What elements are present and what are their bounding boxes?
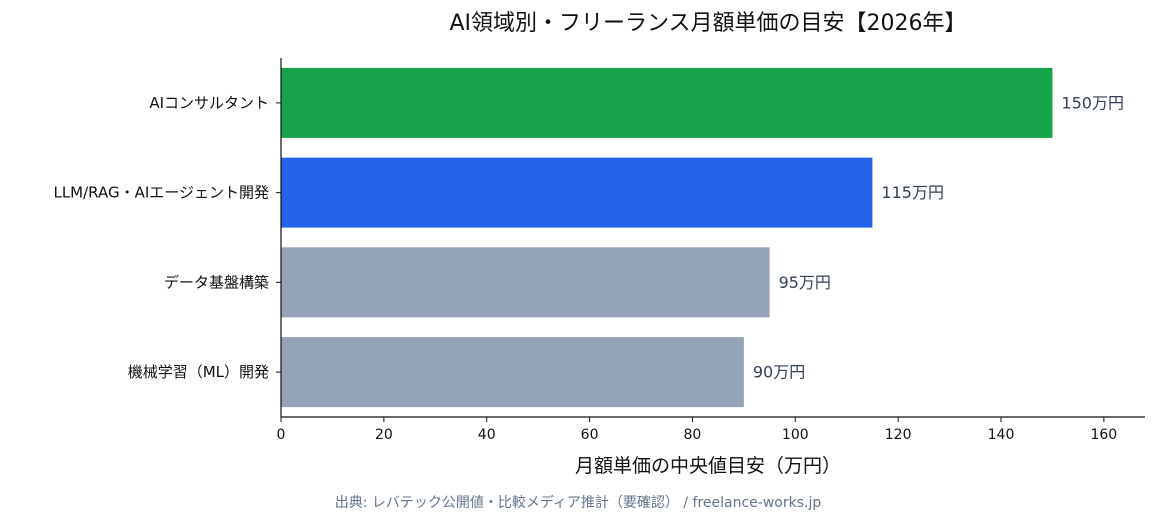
category-label-1: LLM/RAG・AIエージェント開発: [53, 184, 269, 202]
x-tick-label-5: 100: [782, 427, 809, 443]
bars-group: [281, 67, 1053, 408]
source-note: 出典: レバテック公開値・比較メディア推計（要確認） / freelance-w…: [335, 494, 822, 511]
value-label-3: 90万円: [753, 363, 805, 382]
x-tick-label-4: 80: [684, 427, 702, 443]
value-label-1: 115万円: [881, 183, 944, 202]
x-tick-label-0: 0: [277, 427, 286, 443]
bar-0: [281, 67, 1053, 138]
x-ticks: 0 20 40 60 80 100 120 140 160: [277, 417, 1117, 443]
chart-title: AI領域別・フリーランス月額単価の目安【2026年】: [449, 11, 966, 36]
x-tick-label-8: 160: [1090, 427, 1117, 443]
category-label-3: 機械学習（ML）開発: [128, 363, 269, 381]
x-tick-label-6: 120: [885, 427, 912, 443]
value-label-2: 95万円: [779, 273, 831, 292]
value-label-0: 150万円: [1061, 93, 1124, 112]
bar-1: [281, 157, 873, 228]
bar-2: [281, 247, 770, 318]
bar-3: [281, 337, 744, 408]
category-label-2: データ基盤構築: [164, 273, 269, 291]
x-tick-label-7: 140: [988, 427, 1015, 443]
category-labels: AIコンサルタント LLM/RAG・AIエージェント開発データ基盤構築機械学習（M…: [53, 94, 281, 381]
x-tick-label-1: 20: [375, 427, 393, 443]
value-labels: 150万円 115万円 95万円 90万円: [753, 93, 1124, 381]
x-tick-label-2: 40: [478, 427, 496, 443]
x-axis-label: 月額単価の中央値目安（万円）: [575, 455, 841, 477]
x-tick-label-3: 60: [581, 427, 599, 443]
category-label-0: AIコンサルタント: [149, 94, 269, 112]
